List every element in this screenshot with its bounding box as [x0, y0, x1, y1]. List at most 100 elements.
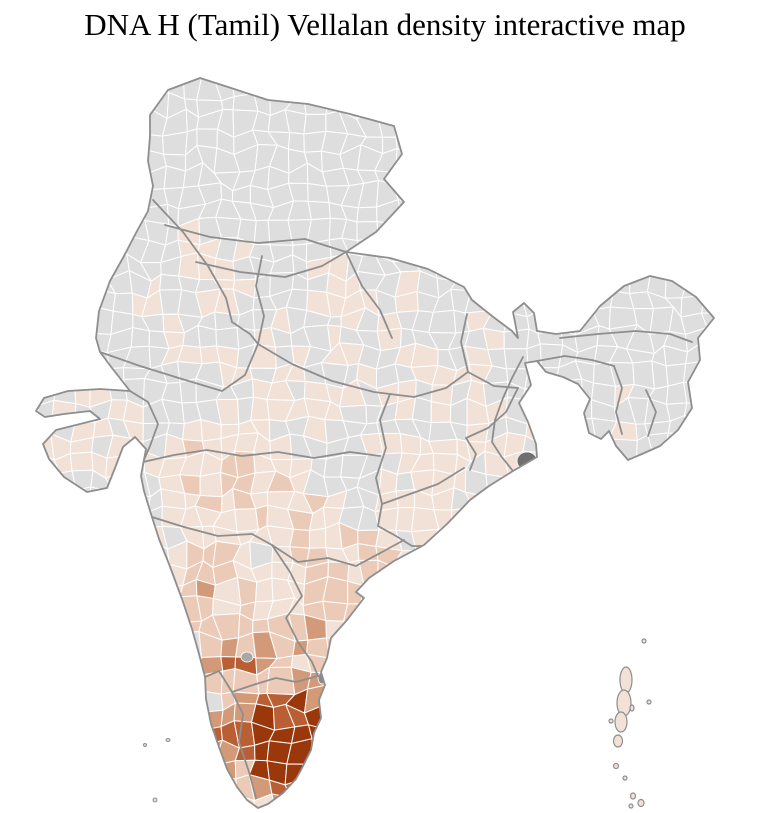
- district-cell[interactable]: [412, 201, 433, 225]
- district-cell[interactable]: [684, 55, 706, 84]
- district-cell[interactable]: [737, 290, 761, 312]
- district-cell[interactable]: [413, 614, 440, 639]
- district-cell[interactable]: [536, 781, 562, 799]
- district-cell[interactable]: [124, 97, 151, 116]
- district-cell[interactable]: [573, 202, 602, 228]
- district-cell[interactable]: [75, 306, 97, 334]
- district-cell[interactable]: [285, 73, 305, 101]
- district-cell[interactable]: [720, 387, 743, 400]
- district-cell[interactable]: [665, 670, 690, 693]
- district-cell[interactable]: [543, 528, 559, 547]
- district-cell[interactable]: [159, 703, 188, 732]
- district-cell[interactable]: [452, 98, 474, 120]
- district-cell[interactable]: [130, 578, 150, 605]
- district-cell[interactable]: [92, 57, 107, 82]
- district-cell[interactable]: [699, 149, 723, 169]
- district-cell[interactable]: [50, 544, 79, 570]
- district-cell[interactable]: [538, 618, 560, 642]
- district-cell[interactable]: [147, 655, 167, 675]
- district-cell[interactable]: [20, 748, 40, 766]
- district-cell[interactable]: [394, 725, 419, 748]
- district-cell[interactable]: [562, 78, 579, 101]
- district-cell[interactable]: [680, 111, 707, 135]
- district-cell[interactable]: [724, 545, 745, 564]
- district-cell[interactable]: [664, 223, 691, 245]
- district-cell[interactable]: [158, 621, 184, 636]
- district-cell[interactable]: [483, 742, 512, 768]
- district-cell[interactable]: [671, 128, 684, 149]
- district-cell[interactable]: [590, 687, 611, 711]
- district-cell[interactable]: [392, 558, 414, 583]
- district-cell[interactable]: [289, 528, 310, 549]
- district-cell[interactable]: [57, 255, 78, 279]
- district-cell[interactable]: [576, 166, 602, 188]
- district-cell[interactable]: [701, 291, 724, 315]
- district-cell[interactable]: [40, 108, 58, 136]
- district-cell[interactable]: [106, 564, 134, 584]
- district-cell[interactable]: [721, 278, 744, 299]
- district-cell[interactable]: [667, 523, 687, 544]
- district-cell[interactable]: [451, 114, 472, 137]
- district-cell[interactable]: [310, 802, 329, 813]
- district-cell[interactable]: [669, 654, 689, 675]
- district-cell[interactable]: [575, 437, 599, 456]
- district-cell[interactable]: [469, 708, 494, 729]
- district-cell[interactable]: [628, 496, 648, 515]
- district-cell[interactable]: [285, 56, 308, 82]
- district-cell[interactable]: [684, 218, 701, 244]
- district-cell[interactable]: [719, 797, 740, 813]
- district-cell[interactable]: [503, 686, 528, 712]
- district-cell[interactable]: [447, 148, 471, 165]
- district-cell[interactable]: [735, 740, 756, 761]
- district-cell[interactable]: [700, 739, 722, 765]
- district-cell[interactable]: [36, 168, 61, 187]
- district-cell[interactable]: [325, 59, 348, 81]
- district-cell[interactable]: [650, 721, 673, 746]
- district-cell[interactable]: [644, 476, 670, 498]
- district-cell[interactable]: [739, 95, 756, 119]
- district-cell[interactable]: [592, 793, 612, 813]
- district-cell[interactable]: [542, 687, 556, 707]
- district-cell[interactable]: [521, 98, 545, 115]
- district-cell[interactable]: [609, 144, 638, 174]
- district-cell[interactable]: [430, 163, 457, 188]
- district-cell[interactable]: [573, 756, 602, 782]
- district-cell[interactable]: [344, 667, 366, 695]
- district-cell[interactable]: [469, 721, 494, 744]
- district-cell[interactable]: [740, 579, 757, 602]
- district-cell[interactable]: [290, 797, 314, 813]
- district-cell[interactable]: [51, 75, 72, 101]
- district-cell[interactable]: [554, 167, 579, 188]
- district-cell[interactable]: [737, 526, 759, 546]
- district-cell[interactable]: [701, 399, 722, 422]
- district-cell[interactable]: [717, 199, 740, 225]
- district-cell[interactable]: [448, 668, 471, 693]
- district-cell[interactable]: [626, 594, 656, 620]
- district-cell[interactable]: [609, 184, 635, 208]
- district-cell[interactable]: [719, 777, 741, 803]
- district-cell[interactable]: [611, 91, 635, 112]
- district-cell[interactable]: [700, 761, 722, 782]
- district-cell[interactable]: [15, 224, 43, 239]
- district-cell[interactable]: [519, 721, 544, 747]
- district-cell[interactable]: [146, 762, 168, 785]
- district-cell[interactable]: [18, 577, 41, 599]
- district-cell[interactable]: [647, 794, 673, 813]
- district-cell[interactable]: [17, 168, 43, 184]
- district-cell[interactable]: [51, 92, 73, 112]
- district-cell[interactable]: [106, 684, 127, 714]
- district-cell[interactable]: [19, 181, 43, 203]
- district-cell[interactable]: [483, 505, 510, 532]
- district-cell[interactable]: [395, 580, 416, 598]
- district-cell[interactable]: [467, 774, 493, 795]
- district-cell[interactable]: [88, 252, 115, 281]
- district-cell[interactable]: [612, 234, 637, 262]
- district-cell[interactable]: [542, 180, 564, 204]
- district-cell[interactable]: [542, 514, 559, 532]
- district-cell[interactable]: [593, 74, 613, 101]
- district-cell[interactable]: [610, 58, 635, 76]
- district-cell[interactable]: [360, 721, 384, 750]
- district-cell[interactable]: [574, 703, 598, 727]
- district-cell[interactable]: [573, 549, 600, 569]
